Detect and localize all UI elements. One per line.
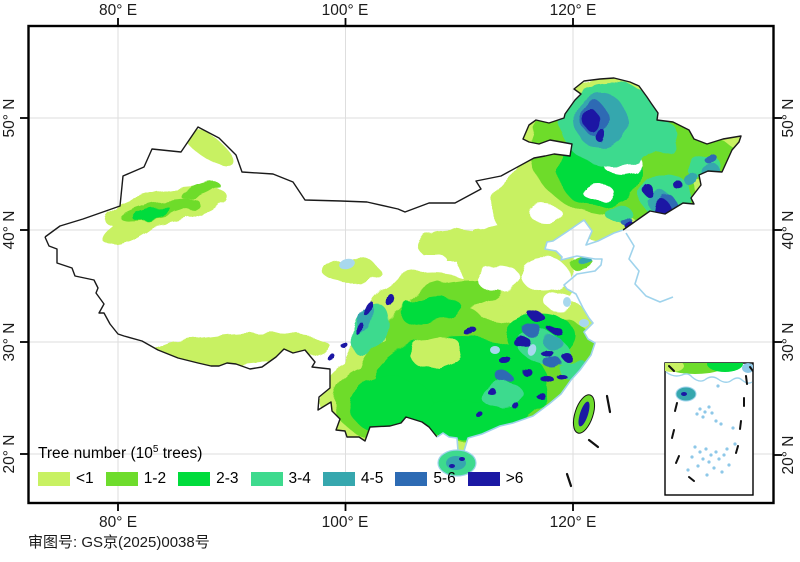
axis-label-bottom-100e: 100° E	[321, 514, 369, 531]
coastline	[436, 219, 674, 452]
sichuan-basin-patch	[410, 336, 462, 368]
legend-swatch-3-4	[250, 472, 283, 487]
legend-item: 4-5	[322, 470, 383, 488]
axis-label-top-80e: 80° E	[98, 2, 138, 19]
legend-item: 1-2	[105, 470, 166, 488]
south-china-sea-inset	[664, 362, 754, 496]
legend-swatch-4-5	[322, 472, 355, 487]
legend-item: 5-6	[395, 470, 456, 488]
hainan-island	[437, 449, 477, 477]
nine-dash-line-main	[565, 394, 612, 488]
axis-label-right-50n: 50° N	[780, 98, 797, 138]
axis-label-left-30n: 30° N	[1, 322, 18, 362]
legend-title-superscript: 5	[152, 444, 159, 455]
inset-guangdong-coast	[665, 363, 753, 384]
legend-swatch-2-3	[178, 472, 211, 487]
inset-nine-dash-line	[668, 365, 753, 482]
axis-label-right-30n: 30° N	[780, 322, 797, 362]
legend-row: <1 1-2 2-3 3-4 4-5 5-6 >6	[38, 470, 535, 488]
korea-coast	[625, 232, 674, 303]
axis-label-left-20n: 20° N	[1, 434, 18, 474]
axis-label-bottom-80e: 80° E	[98, 514, 138, 531]
density-class-gt6	[325, 110, 683, 419]
axis-label-right-20n: 20° N	[780, 435, 797, 475]
axis-ticks	[20, 18, 782, 511]
axis-label-left-40n: 40° N	[1, 210, 18, 250]
legend-item: 2-3	[178, 470, 239, 488]
national-border	[44, 77, 742, 442]
tree-density-layers	[102, 78, 741, 451]
legend: Tree number (105 trees) <1 1-2 2-3 3-4 4…	[38, 444, 535, 488]
inset-hainan	[675, 386, 697, 402]
axis-label-top-120e: 120° E	[549, 2, 597, 19]
legend-swatch-gt6	[467, 472, 500, 487]
axis-label-bottom-120e: 120° E	[549, 514, 597, 531]
legend-title: Tree number (105 trees)	[38, 444, 203, 463]
legend-item: <1	[38, 470, 94, 488]
legend-swatch-lt1	[38, 472, 70, 487]
axis-label-left-50n: 50° N	[1, 98, 18, 138]
taiwan-island	[572, 394, 596, 434]
axis-label-right-40n: 40° N	[780, 210, 797, 250]
map-approval-note: 审图号: GS京(2025)0038号	[28, 534, 210, 551]
axis-label-top-100e: 100° E	[321, 2, 369, 19]
inset-island-dots	[686, 384, 737, 477]
legend-item: >6	[467, 470, 523, 488]
legend-swatch-5-6	[395, 472, 428, 487]
legend-item: 3-4	[250, 470, 311, 488]
lakes	[339, 258, 589, 356]
legend-swatch-1-2	[105, 472, 138, 487]
map-frame	[27, 24, 775, 505]
